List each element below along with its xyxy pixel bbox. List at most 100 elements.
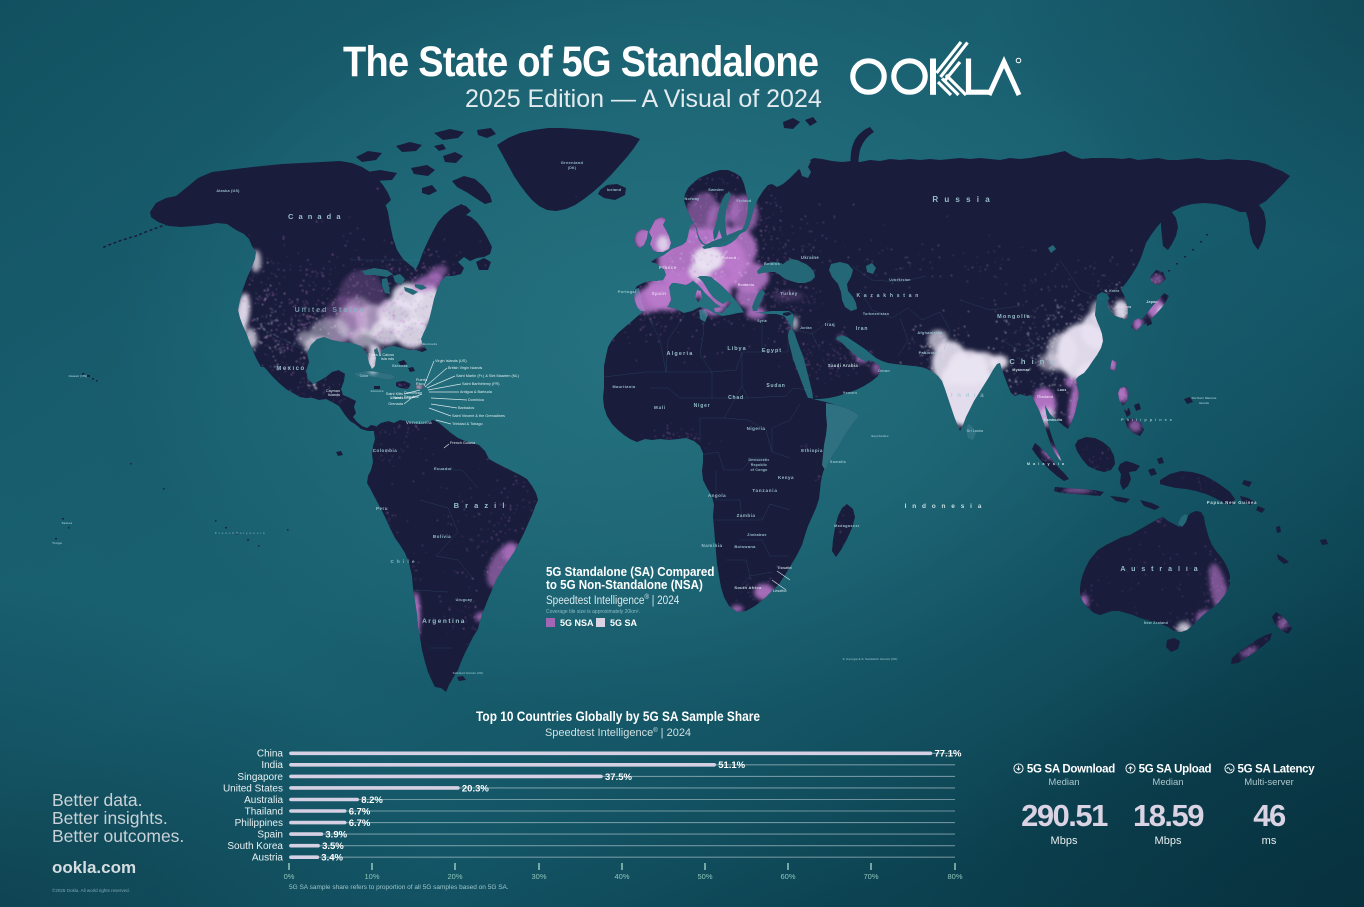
svg-text:Cuba: Cuba — [360, 374, 369, 378]
svg-text:Barbados: Barbados — [458, 406, 474, 410]
svg-text:Syria: Syria — [757, 319, 767, 323]
svg-text:F r e n c h P o l y n e s i: F r e n c h P o l y n e s i a — [215, 531, 265, 535]
svg-text:37.5%: 37.5% — [605, 772, 632, 783]
svg-text:Ecuador: Ecuador — [434, 466, 452, 471]
svg-text:United States: United States — [295, 307, 366, 314]
svg-text:6.7%: 6.7% — [349, 806, 371, 817]
svg-text:Philippines: Philippines — [235, 818, 283, 829]
svg-text:S. Korea: S. Korea — [1117, 305, 1132, 309]
svg-text:Isla nds: Isla nds — [381, 357, 394, 361]
svg-text:Islands: Islands — [1199, 401, 1210, 405]
svg-text:Angola: Angola — [708, 493, 726, 498]
svg-text:Northern Mariana: Northern Mariana — [1192, 396, 1217, 400]
svg-text:80%: 80% — [947, 872, 962, 881]
svg-text:India: India — [261, 760, 283, 771]
svg-text:I n d o n e s i a: I n d o n e s i a — [905, 503, 984, 510]
svg-text:Bahamas: Bahamas — [392, 364, 408, 368]
svg-text:Singapore: Singapore — [237, 772, 283, 783]
svg-text:Mexico: Mexico — [276, 366, 305, 372]
svg-text:Virgin Islands (US): Virgin Islands (US) — [435, 359, 467, 363]
svg-text:Cayman: Cayman — [326, 389, 340, 393]
svg-text:Laos: Laos — [1058, 388, 1067, 392]
svg-text:Mongolia: Mongolia — [997, 314, 1031, 320]
svg-text:Papua New Guinea: Papua New Guinea — [1207, 500, 1258, 505]
svg-text:Tonga: Tonga — [52, 541, 62, 545]
svg-text:51.1%: 51.1% — [718, 760, 745, 771]
svg-text:Saint Martin (Fr.) & Sint Maar: Saint Martin (Fr.) & Sint Maarten (NL) — [456, 374, 520, 378]
svg-text:Yemen: Yemen — [843, 390, 858, 395]
svg-text:Dominican: Dominican — [404, 391, 422, 395]
svg-text:Poland: Poland — [721, 255, 736, 260]
svg-text:British Virgin Islands: British Virgin Islands — [448, 366, 482, 370]
svg-text:Argentina: Argentina — [422, 618, 466, 625]
svg-text:Myanmar: Myanmar — [1012, 368, 1030, 372]
svg-text:Dominica: Dominica — [468, 398, 485, 402]
svg-text:K a z a k h s t a n: K a z a k h s t a n — [856, 293, 919, 299]
svg-text:3.5%: 3.5% — [322, 841, 344, 852]
svg-text:Thailand: Thailand — [1037, 395, 1053, 399]
svg-text:Puerto: Puerto — [416, 378, 427, 382]
svg-text:Oman: Oman — [878, 369, 890, 373]
svg-text:Saint Kitts: Saint Kitts — [386, 392, 403, 396]
svg-text:8.2%: 8.2% — [361, 795, 383, 806]
svg-text:Finland: Finland — [737, 199, 752, 203]
svg-text:Chad: Chad — [728, 395, 744, 401]
svg-text:Afghanistan: Afghanistan — [917, 331, 943, 335]
svg-text:Grenada: Grenada — [388, 402, 404, 406]
svg-text:Iraq: Iraq — [825, 322, 835, 327]
svg-text:Falkland Islands (UK): Falkland Islands (UK) — [453, 671, 484, 675]
svg-text:3.4%: 3.4% — [321, 853, 343, 864]
svg-text:Portugal: Portugal — [618, 289, 637, 294]
svg-text:Colombia: Colombia — [373, 448, 398, 453]
svg-text:Eswatini: Eswatini — [778, 566, 792, 570]
svg-text:Trinidad & Tobago: Trinidad & Tobago — [452, 422, 483, 426]
svg-text:50%: 50% — [697, 872, 712, 881]
svg-text:Cambodia: Cambodia — [1044, 418, 1063, 422]
svg-text:Bolivia: Bolivia — [433, 534, 451, 539]
svg-text:C h i l e: C h i l e — [390, 559, 415, 564]
svg-text:Rico: Rico — [416, 382, 424, 386]
svg-text:Sudan: Sudan — [766, 383, 785, 389]
svg-text:A u s t r a l i a: A u s t r a l i a — [1120, 566, 1199, 573]
svg-text:Jordan: Jordan — [800, 326, 812, 330]
svg-text:Saudi Arabia: Saudi Arabia — [828, 363, 859, 368]
svg-text:Zimbabwe: Zimbabwe — [747, 533, 767, 537]
svg-text:Madagascar: Madagascar — [834, 524, 860, 528]
svg-text:Iceland: Iceland — [607, 188, 622, 192]
svg-text:Republic: Republic — [751, 463, 767, 467]
svg-text:N. Korea: N. Korea — [1105, 289, 1120, 293]
svg-text:Venezuela: Venezuela — [406, 420, 432, 425]
svg-text:6.7%: 6.7% — [349, 818, 371, 829]
svg-text:of Congo: of Congo — [751, 468, 768, 472]
svg-text:Samoa: Samoa — [62, 521, 73, 525]
svg-text:Spain: Spain — [652, 291, 667, 296]
svg-text:& Nevis: & Nevis — [390, 396, 403, 400]
svg-text:Pakistan: Pakistan — [919, 350, 938, 355]
svg-text:Sri Lanka: Sri Lanka — [967, 429, 983, 433]
svg-text:New Zealand: New Zealand — [1144, 621, 1168, 625]
svg-text:Jamaica: Jamaica — [370, 389, 383, 393]
svg-text:Alaska (US): Alaska (US) — [216, 189, 240, 193]
svg-text:10%: 10% — [364, 872, 379, 881]
svg-text:Lesotho: Lesotho — [773, 589, 787, 593]
svg-text:Saint Barthélemy (FR): Saint Barthélemy (FR) — [462, 382, 500, 386]
svg-text:Egypt: Egypt — [762, 348, 782, 354]
svg-text:Botswana: Botswana — [734, 544, 756, 549]
svg-text:B r a z i l: B r a z i l — [454, 501, 507, 510]
svg-text:Uruguay: Uruguay — [456, 598, 473, 602]
svg-text:Uzbekistan: Uzbekistan — [889, 278, 910, 282]
svg-text:Saint Vincent & the Grenadines: Saint Vincent & the Grenadines — [452, 414, 505, 418]
svg-text:Niger: Niger — [694, 403, 711, 409]
svg-text:French Guiana: French Guiana — [450, 441, 476, 445]
svg-text:Mauritania: Mauritania — [613, 385, 636, 389]
svg-text:United States: United States — [223, 783, 283, 794]
svg-text:Sweden: Sweden — [708, 188, 724, 192]
svg-text:C h i n a: C h i n a — [1009, 357, 1056, 366]
svg-text:Zambia: Zambia — [737, 513, 756, 518]
svg-text:Australia: Australia — [244, 795, 283, 806]
svg-text:S. Georgia & S. Sandwich Islan: S. Georgia & S. Sandwich Islands (UK) — [843, 657, 898, 661]
svg-text:France: France — [659, 265, 677, 270]
svg-text:20.3%: 20.3% — [462, 783, 489, 794]
svg-text:Norway: Norway — [685, 197, 701, 201]
svg-text:Mali: Mali — [654, 405, 666, 410]
